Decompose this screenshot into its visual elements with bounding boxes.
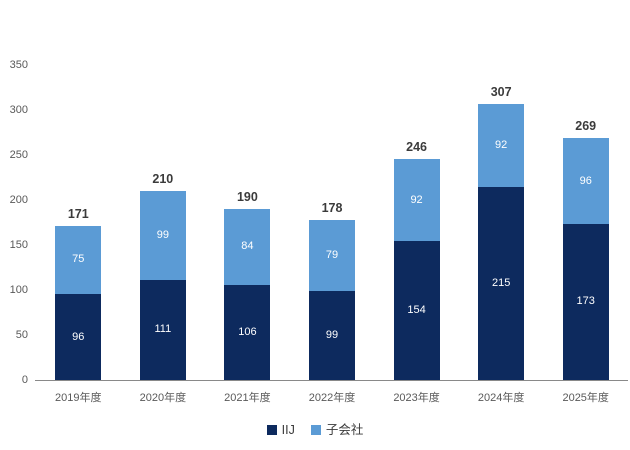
bar-value-label: 79	[325, 248, 339, 261]
bar-segment-subsidiary: 92	[393, 158, 440, 242]
bar-segment-iij: 111	[139, 280, 186, 380]
bar-value-label: 215	[491, 276, 511, 289]
bar-value-label: 96	[579, 174, 592, 187]
bar-segment-iij: 173	[562, 224, 609, 380]
y-axis-tick-label: 150	[9, 239, 28, 251]
bar-total-label: 171	[67, 207, 89, 222]
bar-segment-iij: 154	[393, 241, 440, 380]
bar-total-label: 269	[575, 118, 597, 133]
bar-total-label: 307	[490, 84, 512, 99]
bar-total-label: 246	[406, 139, 427, 154]
bar-value-label: 99	[325, 328, 339, 341]
x-axis-line	[35, 380, 628, 381]
bar-segment-subsidiary: 92	[478, 103, 525, 187]
legend-swatch-icon	[310, 425, 321, 435]
bar-segment-subsidiary: 84	[224, 209, 271, 285]
bar-value-label: 106	[238, 325, 257, 338]
y-axis-tick-label: 0	[21, 374, 28, 386]
x-axis-category-label: 2025年度	[562, 392, 609, 404]
legend-item-subsidiary: 子会社	[310, 423, 364, 437]
y-axis-tick-label: 250	[9, 149, 28, 161]
legend-swatch-icon	[266, 425, 277, 435]
bar-value-label: 84	[241, 240, 254, 253]
bar-segment-subsidiary: 75	[55, 226, 102, 294]
bar-segment-subsidiary: 79	[309, 219, 355, 291]
bar-value-label: 92	[495, 138, 508, 151]
bar-total-label: 190	[236, 190, 258, 204]
bar-total-label: 210	[152, 172, 174, 186]
bar-value-label: 99	[156, 229, 169, 242]
bar-segment-iij: 96	[55, 293, 102, 380]
bar-value-label: 154	[407, 304, 426, 317]
bar-segment-iij: 106	[224, 284, 271, 380]
legend: IIJ 子会社	[0, 421, 630, 439]
x-axis-category-label: 2021年度	[224, 392, 271, 404]
bar-segment-subsidiary: 99	[139, 191, 186, 281]
y-axis-tick-label: 100	[9, 284, 28, 296]
bar-value-label: 92	[410, 193, 423, 206]
x-axis-category-label: 2023年度	[393, 392, 440, 404]
bar-segment-iij: 215	[478, 186, 525, 380]
y-axis-tick-label: 50	[15, 329, 28, 341]
x-axis-category-label: 2024年度	[477, 392, 525, 404]
legend-label: 子会社	[325, 423, 364, 437]
bar-value-label: 96	[72, 330, 85, 343]
bar-value-label: 111	[154, 323, 172, 336]
bar-value-label: 75	[72, 253, 85, 266]
bar-segment-iij: 99	[309, 290, 355, 380]
x-axis-category-label: 2020年度	[139, 392, 187, 404]
bar-value-label: 173	[576, 295, 595, 308]
y-axis-tick-label: 300	[9, 104, 28, 116]
bar-total-label: 178	[321, 200, 343, 215]
legend-item-iij: IIJ	[266, 423, 295, 437]
legend-label: IIJ	[281, 423, 295, 437]
x-axis-category-label: 2022年度	[308, 392, 356, 404]
bar-segment-subsidiary: 96	[562, 137, 609, 225]
y-axis-tick-label: 200	[9, 194, 28, 206]
y-axis-tick-label: 350	[9, 59, 28, 71]
x-axis-category-label: 2019年度	[55, 392, 102, 404]
